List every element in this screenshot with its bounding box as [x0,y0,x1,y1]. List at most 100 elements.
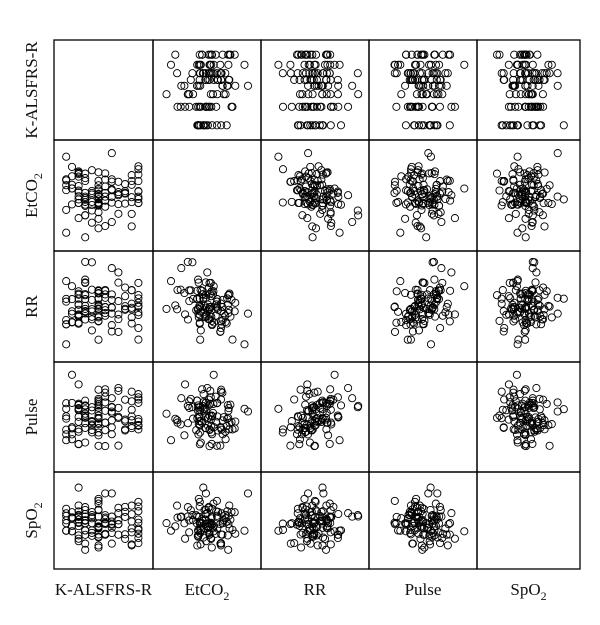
point [445,121,454,130]
point [127,510,136,519]
point [173,285,182,295]
point [492,50,502,59]
point [216,69,226,78]
point [390,181,399,190]
point [298,528,307,537]
point [507,102,516,111]
point [446,286,455,295]
point [74,380,83,389]
point [417,294,426,303]
point [208,320,217,329]
point [532,383,541,393]
point [517,305,527,314]
point [62,399,71,408]
point [274,152,283,161]
point [435,60,444,69]
point [408,177,417,186]
point [414,181,423,191]
point [417,90,426,99]
point [330,60,339,69]
panel-pulse-vs-alsfrs [53,361,154,473]
panel-alsfrs-vs-etco2 [152,39,262,141]
point [527,418,536,427]
point [186,506,195,515]
point [430,121,439,130]
point [201,313,210,322]
point [509,317,518,326]
point [94,494,103,503]
point [114,441,123,450]
point [209,370,218,379]
point [222,517,231,526]
point [533,307,542,316]
point [201,278,210,287]
point [527,285,536,295]
panel-frame [260,361,370,473]
point [420,278,429,288]
point [127,176,136,186]
point [286,441,295,450]
point [336,401,346,410]
point [134,398,143,407]
point [193,121,202,130]
point [325,399,334,408]
point [101,221,110,231]
point [162,90,171,99]
point [492,169,502,178]
point [401,519,410,528]
point [412,503,421,512]
point [67,200,77,209]
point [512,60,521,69]
point [507,304,516,313]
point [401,81,410,90]
point [499,176,508,186]
point [527,102,536,111]
point [410,121,419,130]
point [181,102,190,111]
point [426,340,436,349]
point [81,295,90,304]
point [295,198,304,207]
point [497,387,506,396]
point [301,50,310,59]
point [413,290,422,299]
point [221,90,230,99]
point [450,310,459,319]
point [308,189,317,198]
point [513,200,522,209]
point [81,526,90,535]
point [553,309,562,318]
point [322,185,331,194]
point [121,180,130,189]
panel-frame [260,39,370,141]
point [308,222,317,231]
point [521,428,530,437]
point [203,413,212,422]
point [81,419,90,428]
row-labels: K-ALSFRS-R EtCO2 RR Pulse SpO2 [22,41,45,539]
point [300,199,309,209]
point [216,423,225,432]
point [62,414,71,423]
point [67,521,77,530]
point [107,512,116,521]
point [278,519,287,528]
point [107,528,116,538]
point [325,499,334,508]
point [547,420,556,429]
point [94,176,103,185]
point [295,75,304,84]
point [101,529,110,538]
point [183,401,192,410]
point [432,192,441,201]
point [240,404,249,413]
point [533,162,542,171]
point [107,321,116,330]
point [243,489,253,498]
point [226,312,235,321]
point [134,533,143,543]
point [101,406,110,415]
point [528,394,537,403]
point [94,201,103,210]
point [321,169,331,178]
